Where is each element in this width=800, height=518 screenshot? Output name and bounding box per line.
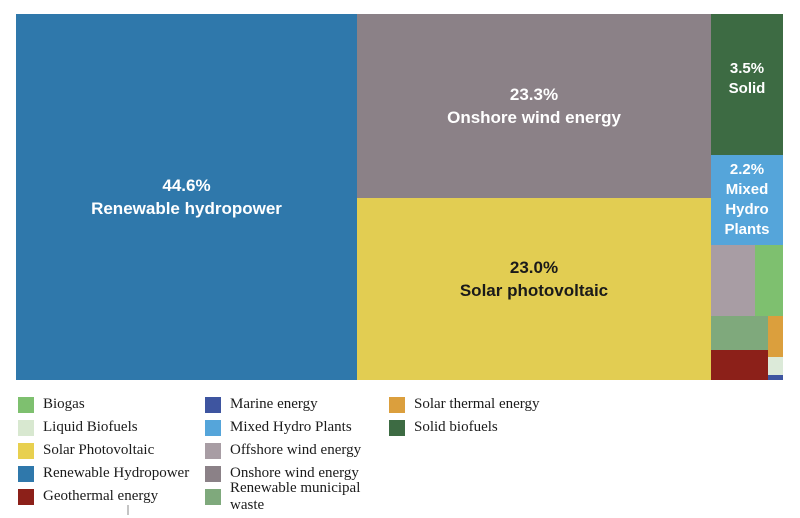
legend-label: Solar Photovoltaic bbox=[43, 442, 155, 458]
block-label: Mixed Hydro Plants bbox=[724, 181, 770, 238]
legend-column-1: Biogas Liquid Biofuels Solar Photovoltai… bbox=[18, 393, 205, 508]
legend-swatch-marine-energy bbox=[205, 396, 221, 413]
block-label: Onshore wind energy bbox=[447, 108, 621, 127]
treemap: 44.6% Renewable hydropower 23.3% Onshore… bbox=[16, 14, 783, 380]
block-caption: 23.0% Solar photovoltaic bbox=[460, 256, 608, 302]
treemap-block-onshore-wind-energy[interactable]: 23.3% Onshore wind energy bbox=[357, 14, 711, 198]
block-caption: 23.3% Onshore wind energy bbox=[447, 83, 621, 129]
legend-swatch-mixed-hydro-plants bbox=[205, 419, 221, 436]
treemap-block-offshore-wind-energy[interactable] bbox=[711, 245, 755, 316]
legend-label: Onshore wind energy bbox=[230, 465, 359, 481]
legend: Biogas Liquid Biofuels Solar Photovoltai… bbox=[18, 393, 782, 513]
treemap-block-biogas[interactable] bbox=[755, 245, 783, 316]
treemap-block-renewable-municipal-waste[interactable] bbox=[711, 316, 768, 350]
block-label: Solar photovoltaic bbox=[459, 281, 609, 300]
legend-label: Biogas bbox=[43, 396, 85, 412]
stray-mark bbox=[127, 505, 129, 515]
legend-item-renewable-hydropower[interactable]: Renewable Hydropower bbox=[18, 462, 205, 485]
legend-column-3: Solar thermal energy Solid biofuels bbox=[389, 393, 589, 508]
treemap-block-solar-photovoltaic[interactable]: 23.0% Solar photovoltaic bbox=[357, 198, 711, 380]
treemap-block-solar-thermal-energy[interactable] bbox=[768, 316, 783, 357]
legend-item-biogas[interactable]: Biogas bbox=[18, 393, 205, 416]
block-value: 23.0% bbox=[509, 258, 559, 277]
legend-swatch-onshore-wind-energy bbox=[205, 465, 221, 482]
legend-swatch-biogas bbox=[18, 396, 34, 413]
legend-swatch-renewable-hydropower bbox=[18, 465, 34, 482]
legend-item-mixed-hydro-plants[interactable]: Mixed Hydro Plants bbox=[205, 416, 389, 439]
legend-item-marine-energy[interactable]: Marine energy bbox=[205, 393, 389, 416]
legend-label: Renewable municipal waste bbox=[230, 479, 361, 513]
legend-label: Geothermal energy bbox=[43, 488, 159, 504]
legend-swatch-offshore-wind-energy bbox=[205, 442, 221, 459]
block-value: 23.3% bbox=[509, 85, 559, 104]
block-caption: 44.6% Renewable hydropower bbox=[91, 174, 282, 220]
legend-swatch-solar-thermal-energy bbox=[389, 396, 405, 413]
legend-label: Solar thermal energy bbox=[414, 396, 540, 412]
legend-item-liquid-biofuels[interactable]: Liquid Biofuels bbox=[18, 416, 205, 439]
block-value: 2.2% bbox=[729, 161, 765, 178]
legend-item-geothermal-energy[interactable]: Geothermal energy bbox=[18, 485, 205, 508]
treemap-block-renewable-hydropower[interactable]: 44.6% Renewable hydropower bbox=[16, 14, 357, 380]
legend-column-2: Marine energy Mixed Hydro Plants Offshor… bbox=[205, 393, 389, 513]
treemap-block-mixed-hydro-plants[interactable]: 2.2% Mixed Hydro Plants bbox=[711, 155, 783, 245]
block-label: Solid bbox=[728, 79, 766, 97]
block-value: 3.5% bbox=[729, 59, 765, 77]
legend-swatch-solar-photovoltaic bbox=[18, 442, 34, 459]
legend-item-onshore-wind-energy[interactable]: Onshore wind energy bbox=[205, 462, 389, 485]
legend-label: Solid biofuels bbox=[414, 419, 498, 435]
block-value: 44.6% bbox=[162, 176, 211, 195]
block-caption: 2.2% Mixed Hydro Plants bbox=[711, 160, 783, 240]
legend-item-solid-biofuels[interactable]: Solid biofuels bbox=[389, 416, 589, 439]
legend-label: Liquid Biofuels bbox=[43, 419, 138, 435]
treemap-block-geothermal-energy[interactable] bbox=[711, 350, 768, 380]
legend-swatch-renewable-municipal-waste bbox=[205, 488, 221, 505]
block-label: Renewable hydropower bbox=[91, 199, 282, 218]
legend-label: Marine energy bbox=[230, 396, 318, 412]
legend-swatch-liquid-biofuels bbox=[18, 419, 34, 436]
treemap-block-liquid-biofuels[interactable] bbox=[768, 357, 783, 375]
legend-label: Mixed Hydro Plants bbox=[230, 419, 352, 435]
treemap-block-marine-energy[interactable] bbox=[768, 375, 783, 380]
treemap-block-solid-biofuels[interactable]: 3.5% Solid bbox=[711, 14, 783, 155]
legend-item-renewable-municipal-waste[interactable]: Renewable municipal waste bbox=[205, 480, 389, 513]
legend-label: Renewable Hydropower bbox=[43, 465, 190, 481]
legend-item-solar-photovoltaic[interactable]: Solar Photovoltaic bbox=[18, 439, 205, 462]
legend-item-offshore-wind-energy[interactable]: Offshore wind energy bbox=[205, 439, 389, 462]
block-caption: 3.5% Solid bbox=[729, 59, 766, 99]
legend-item-solar-thermal-energy[interactable]: Solar thermal energy bbox=[389, 393, 589, 416]
legend-label: Offshore wind energy bbox=[230, 442, 362, 458]
legend-swatch-geothermal-energy bbox=[18, 488, 34, 505]
legend-swatch-solid-biofuels bbox=[389, 419, 405, 436]
